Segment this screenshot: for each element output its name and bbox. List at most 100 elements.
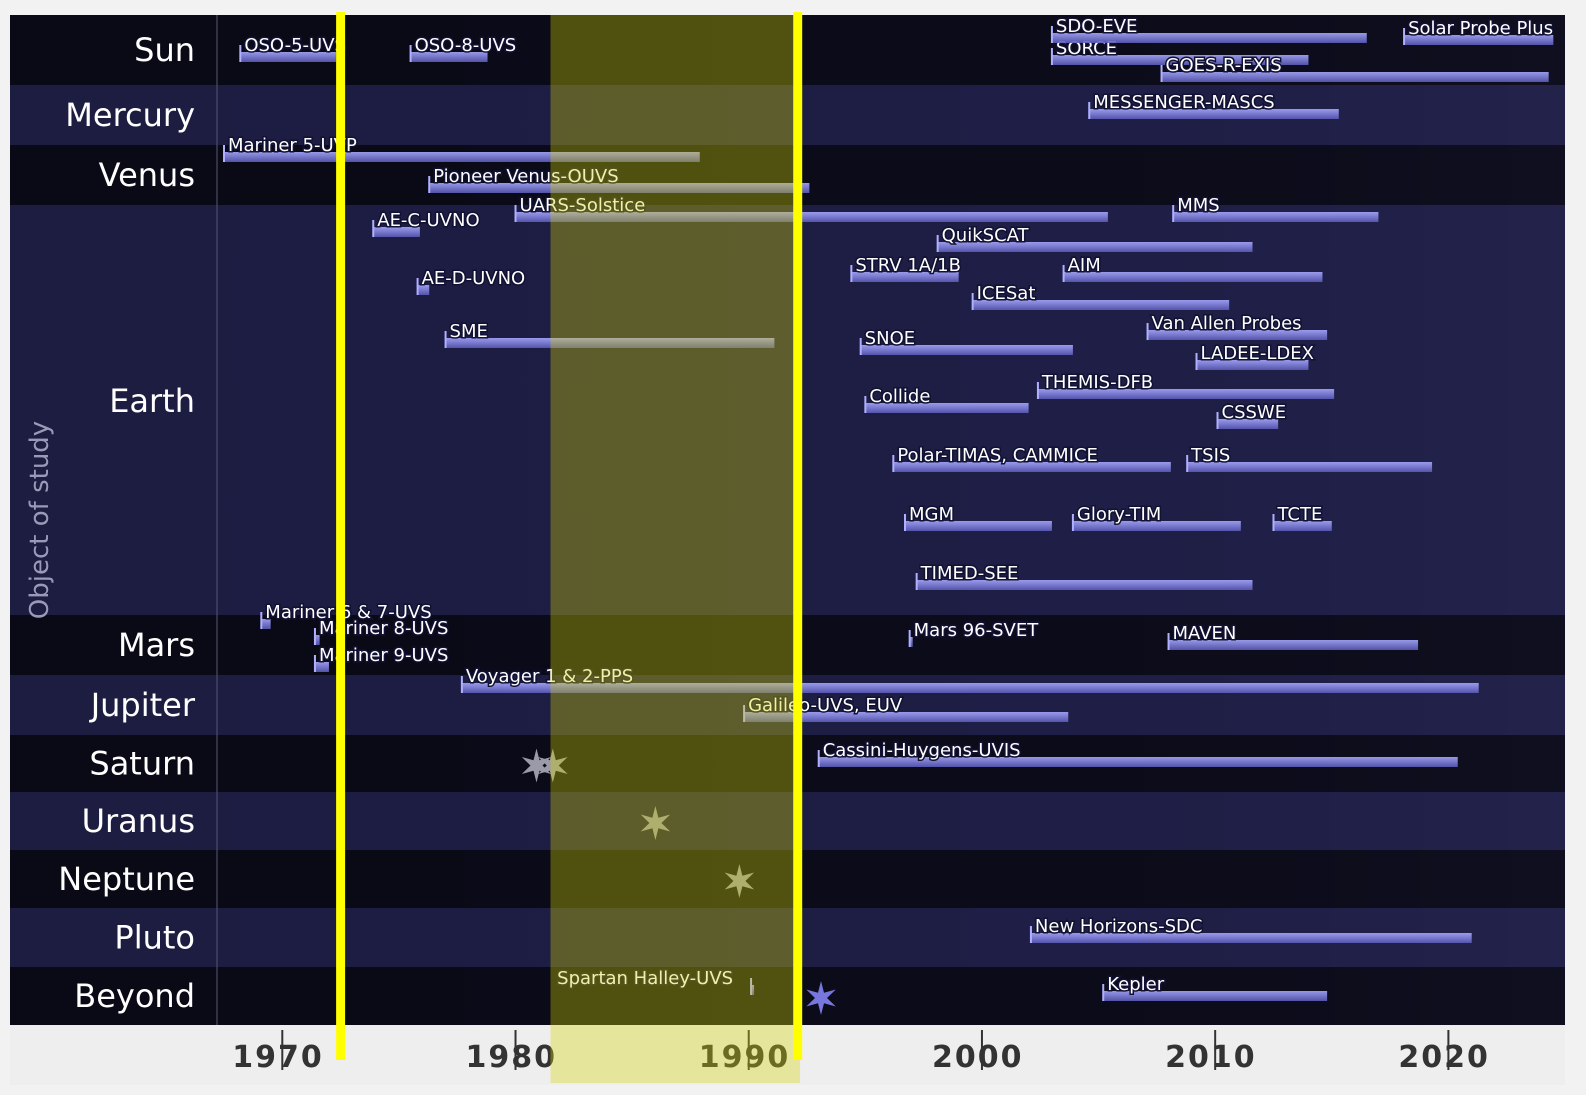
- mission-bar: [937, 242, 1253, 252]
- mission-bar: [410, 52, 488, 62]
- encounter-marker: [640, 806, 671, 840]
- mission-bar: [1173, 212, 1379, 222]
- mission-label: New Horizons-SDC: [1035, 916, 1203, 937]
- mission-label: QuikSCAT: [942, 225, 1030, 246]
- mission-label: Mars 96-SVET: [914, 620, 1040, 641]
- row-label: Uranus: [82, 802, 195, 840]
- mission-label: SNOE: [865, 328, 915, 349]
- mission-bar: [1030, 933, 1472, 943]
- mission-bar: [851, 272, 959, 282]
- highlight-band: [550, 15, 801, 1083]
- mission-label: ICESat: [977, 283, 1036, 304]
- mission-bar: [893, 462, 1171, 472]
- row-label: Jupiter: [89, 686, 196, 724]
- encounter-marker: [521, 748, 552, 783]
- mission-label: Solar Probe Plus: [1408, 18, 1553, 39]
- mission-label: TIMED-SEE: [920, 563, 1019, 584]
- mission-bar: [865, 403, 1029, 413]
- encounter-marker: [724, 864, 755, 898]
- mission-label: SME: [450, 321, 488, 342]
- mission-label: Kepler: [1107, 974, 1164, 995]
- row-label: Sun: [134, 31, 195, 69]
- mission-label: MGM: [909, 504, 954, 525]
- row-label: Neptune: [58, 860, 195, 898]
- x-tick-label: 2010: [1165, 1040, 1257, 1075]
- y-axis-label: Object of study: [25, 421, 55, 619]
- mission-label: Cassini-Huygens-UVIS: [823, 740, 1021, 761]
- mission-label: UARS-Solstice: [520, 195, 646, 216]
- mission-bar: [916, 580, 1253, 590]
- mission-label: AE-D-UVNO: [422, 268, 526, 289]
- mission-label: OSO-5-UVS: [244, 35, 346, 56]
- mission-bar: [1063, 272, 1323, 282]
- mission-bar: [445, 338, 775, 348]
- mission-bar: [744, 712, 1069, 722]
- mission-bar: [373, 227, 420, 237]
- mission-bar: [1161, 72, 1549, 82]
- row-label: Beyond: [74, 977, 195, 1015]
- row-band: [10, 792, 1565, 850]
- mission-bar: [429, 183, 810, 193]
- mission-bar: [240, 52, 336, 62]
- mission-label: Van Allen Probes: [1152, 313, 1302, 334]
- mission-bar: [1103, 991, 1328, 1001]
- mission-label: Collide: [869, 386, 930, 407]
- mission-bar: [972, 300, 1230, 310]
- mission-bar: [314, 662, 329, 672]
- mission-bar: [1072, 521, 1241, 531]
- mission-bar: [860, 345, 1073, 355]
- mission-label: GOES-R-EXIS: [1166, 55, 1282, 76]
- mission-label: Polar-TIMAS, CAMMICE: [897, 445, 1098, 466]
- mission-bar: [1404, 35, 1554, 45]
- mission-label: MMS: [1177, 195, 1220, 216]
- mission-label: MESSENGER-MASCS: [1093, 92, 1274, 113]
- row-label: Saturn: [89, 745, 195, 783]
- mission-label: MAVEN: [1173, 623, 1237, 644]
- encounter-marker: [806, 981, 836, 1015]
- mission-label: Pioneer Venus-OUVS: [433, 166, 618, 187]
- mission-bar: [904, 521, 1052, 531]
- mission-bar: [314, 635, 320, 645]
- mission-label: THEMIS-DFB: [1041, 372, 1153, 393]
- x-tick-label: 1990: [699, 1040, 791, 1075]
- x-tick-label: 1970: [232, 1040, 323, 1075]
- mission-label: Galileo-UVS, EUV: [748, 695, 903, 716]
- x-tick-label: 2020: [1398, 1040, 1490, 1075]
- mission-bar: [1037, 389, 1335, 399]
- row-band: [10, 850, 1565, 908]
- mission-bar: [515, 212, 1108, 222]
- row-label: Pluto: [114, 919, 195, 957]
- encounter-marker: [538, 748, 568, 783]
- mission-label: Mariner 6 & 7-UVS: [265, 602, 431, 623]
- mission-label: CSSWE: [1222, 402, 1287, 423]
- mission-bar: [1051, 55, 1309, 65]
- mission-bar: [909, 637, 913, 647]
- mission-bar: [1196, 360, 1309, 370]
- mission-bar: [223, 152, 700, 162]
- x-tick-label: 2000: [932, 1040, 1024, 1075]
- mission-label: Glory-TIM: [1077, 504, 1161, 525]
- row-label: Earth: [109, 382, 195, 420]
- mission-label: TCTE: [1276, 504, 1322, 525]
- mission-label: OSO-8-UVS: [415, 35, 517, 56]
- x-tick-label: 1980: [466, 1040, 558, 1075]
- mission-label: AIM: [1068, 255, 1101, 276]
- mission-bar: [1051, 33, 1367, 43]
- mission-bar: [1187, 462, 1433, 472]
- axis-background: [10, 1025, 1565, 1085]
- row-label: Venus: [99, 156, 195, 194]
- mission-label: TSIS: [1190, 445, 1230, 466]
- mission-bar: [1089, 109, 1339, 119]
- mission-bar: [751, 985, 755, 995]
- mission-bar: [461, 683, 1479, 693]
- mission-label: LADEE-LDEX: [1201, 343, 1314, 364]
- mission-label: AE-C-UVNO: [377, 210, 479, 231]
- mission-label: SDO-EVE: [1056, 16, 1138, 37]
- mission-bar: [818, 757, 1458, 767]
- mission-bar: [1147, 330, 1328, 340]
- mission-bar: [1273, 521, 1332, 531]
- row-label: Mercury: [65, 96, 195, 134]
- mission-label: Spartan Halley-UVS: [557, 968, 733, 989]
- mission-bar: [261, 619, 271, 629]
